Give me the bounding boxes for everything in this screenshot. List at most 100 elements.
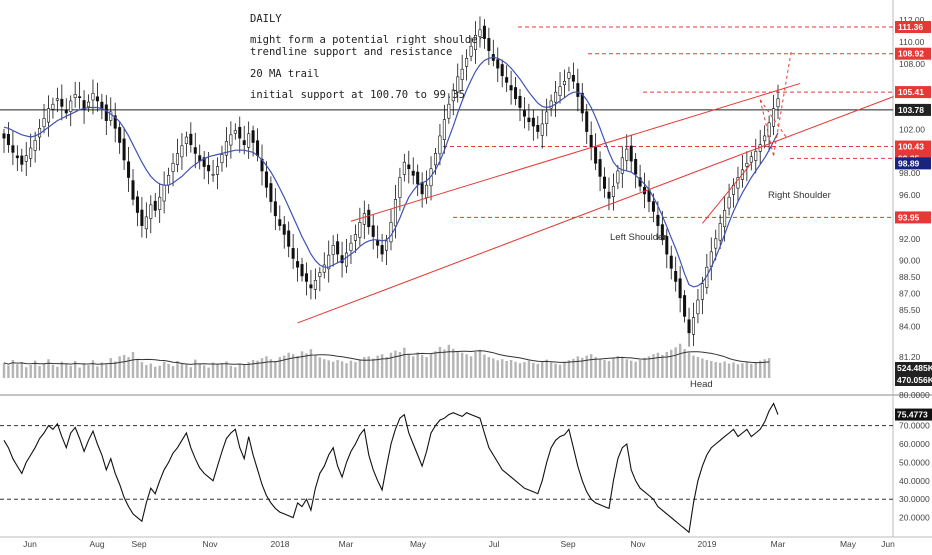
- volume-bar: [358, 359, 362, 378]
- volume-bar: [527, 360, 531, 378]
- candle-body: [2, 133, 6, 139]
- volume-bar: [247, 362, 250, 378]
- volume-bar: [113, 361, 117, 378]
- candle-body: [171, 162, 175, 172]
- candle-body: [603, 176, 607, 189]
- volume-bar: [478, 349, 482, 378]
- candle-body: [407, 164, 411, 170]
- candle-body: [505, 77, 509, 83]
- rsi-top-tick-label: 80.0000: [899, 390, 930, 400]
- volume-bar: [727, 363, 731, 378]
- candle-body: [55, 98, 59, 101]
- rsi-tick-label: 60.0000: [899, 439, 930, 449]
- volume-bar: [122, 354, 126, 378]
- volume-bar: [465, 354, 468, 378]
- candle-body: [500, 64, 504, 77]
- candle-body: [420, 182, 424, 195]
- volume-bar: [16, 364, 19, 378]
- volume-bar: [251, 359, 255, 378]
- volume-bars: [2, 343, 771, 378]
- candle-body: [6, 134, 10, 145]
- volume-badge-0: [895, 362, 932, 374]
- candle-body: [340, 255, 344, 264]
- volume-ma-line: [3, 350, 770, 366]
- candle-body: [683, 295, 687, 317]
- time-tick-label: Aug: [89, 539, 104, 549]
- volume-bar: [687, 352, 691, 378]
- candle-body: [594, 146, 598, 164]
- volume-bar: [598, 358, 602, 378]
- volume-bar: [412, 356, 415, 378]
- candle-body: [224, 141, 228, 156]
- candle-body: [380, 245, 384, 255]
- note-timeframe: DAILY: [250, 13, 282, 25]
- volume-bar: [718, 362, 722, 378]
- candle-body: [247, 133, 251, 148]
- volume-bar: [60, 361, 64, 378]
- volume-bar: [403, 347, 406, 378]
- candle-body: [216, 166, 220, 175]
- price-tick-label: 98.00: [899, 168, 921, 178]
- candle-body: [269, 183, 273, 202]
- volume-bar: [345, 363, 348, 378]
- candle-body: [545, 111, 549, 124]
- time-tick-label: Sep: [560, 539, 575, 549]
- candle-body: [304, 273, 308, 282]
- volume-bar: [736, 364, 740, 378]
- rsi-badge: [895, 408, 932, 421]
- candle-body: [763, 135, 767, 142]
- candle-body: [242, 140, 246, 145]
- price-panel: [0, 0, 932, 538]
- candle-body: [229, 134, 233, 146]
- volume-bar: [91, 360, 95, 378]
- volume-bar: [589, 354, 593, 378]
- candle-body: [620, 157, 624, 174]
- candle-body: [15, 155, 19, 159]
- note-ma: 20 MA trail: [250, 68, 320, 80]
- volume-bar: [425, 357, 428, 378]
- volume-bar: [767, 358, 771, 378]
- volume-bar: [314, 355, 317, 378]
- volume-bar: [678, 343, 682, 378]
- volume-bar: [518, 363, 522, 378]
- candle-body: [518, 95, 522, 108]
- candle-body: [291, 248, 295, 259]
- price-tick-label: 84.00: [899, 321, 921, 331]
- level-lines: [0, 26, 893, 218]
- volume-bar: [167, 363, 170, 378]
- candle-body: [700, 283, 704, 300]
- time-tick-label: May: [840, 539, 857, 549]
- rsi-line: [3, 402, 779, 534]
- candle-body: [149, 204, 153, 219]
- candle-body: [327, 254, 331, 270]
- volume-bar: [710, 361, 713, 378]
- volume-bar: [38, 366, 41, 378]
- candle-body: [144, 216, 148, 230]
- candle-body: [496, 59, 500, 69]
- volume-bar: [638, 359, 642, 378]
- time-tick-label: May: [410, 539, 427, 549]
- price-tick-label: 85.50: [899, 305, 921, 315]
- volume-bar: [269, 359, 273, 378]
- candle-body: [131, 180, 135, 200]
- volume-bar: [56, 366, 59, 378]
- volume-bar: [229, 365, 233, 378]
- volume-bar: [634, 361, 637, 378]
- volume-bar: [745, 361, 749, 378]
- candle-body: [29, 147, 33, 159]
- volume-bar: [176, 361, 179, 378]
- rsi-tick-label: 50.0000: [899, 457, 930, 467]
- volume-bar: [20, 362, 24, 378]
- candle-body: [11, 145, 15, 153]
- candle-body: [331, 245, 335, 255]
- candle-body: [127, 161, 131, 178]
- volume-bar: [2, 362, 6, 378]
- candle-body: [442, 119, 446, 140]
- rsi-tick-label: 40.0000: [899, 476, 930, 486]
- price-tick-label: 88.50: [899, 272, 921, 282]
- volume-bar: [758, 360, 762, 378]
- candle-body: [193, 147, 197, 154]
- volume-bar: [198, 363, 201, 378]
- candle-body: [140, 209, 144, 226]
- volume-bar: [496, 360, 499, 378]
